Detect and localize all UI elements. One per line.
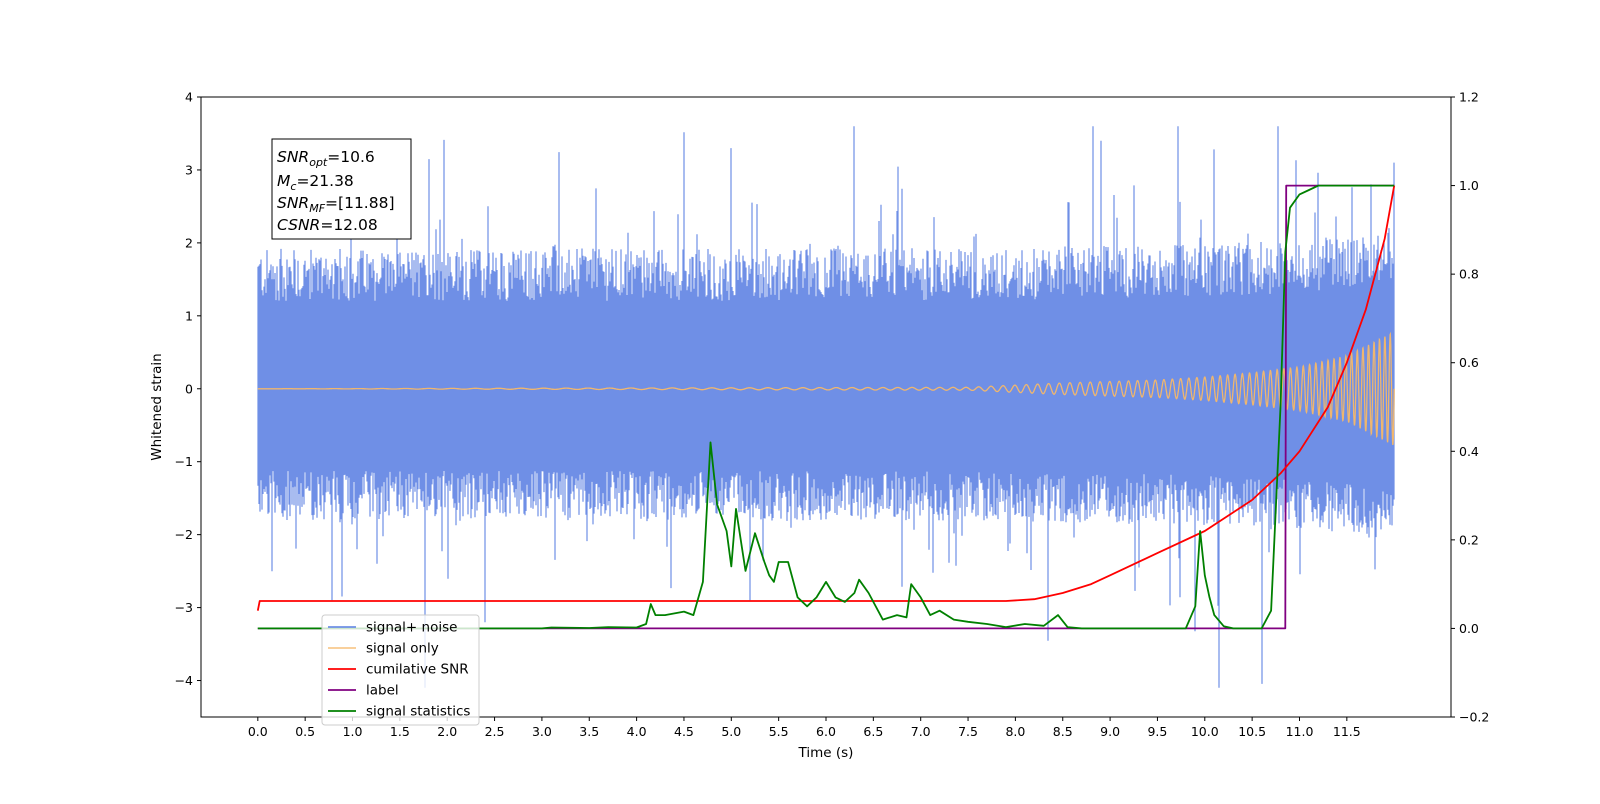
legend-label: cumilative SNR xyxy=(366,662,469,678)
series-signal-statistics xyxy=(257,184,1395,630)
legend-label: signal+ noise xyxy=(366,620,457,636)
y-tick-label: −4 xyxy=(175,673,193,688)
series-signal-noise xyxy=(257,126,1395,688)
x-tick-label: 3.0 xyxy=(532,724,552,739)
x-tick-label: 8.0 xyxy=(1005,724,1025,739)
x-tick-label: 9.0 xyxy=(1100,724,1120,739)
y-tick-label: 1 xyxy=(185,308,193,323)
x-tick-label: 5.5 xyxy=(769,724,789,739)
x-tick-label: 10.5 xyxy=(1238,724,1266,739)
y2-tick-label: 0.2 xyxy=(1459,532,1479,547)
x-tick-label: 7.0 xyxy=(911,724,931,739)
y-tick-label: 3 xyxy=(185,162,193,177)
legend-label: label xyxy=(366,683,399,699)
y2-tick-label: 0.4 xyxy=(1459,444,1479,459)
y-tick-label: −2 xyxy=(175,527,193,542)
x-tick-label: 10.0 xyxy=(1191,724,1219,739)
x-tick-label: 2.5 xyxy=(485,724,505,739)
x-tick-label: 11.5 xyxy=(1333,724,1361,739)
noise-series-group xyxy=(257,126,1395,688)
series-signal-only xyxy=(257,331,1395,446)
y-axis-right: −0.2 0.0 0.2 0.4 0.6 0.8 1.0 1.2 xyxy=(1451,90,1489,725)
y2-tick-label: 0.6 xyxy=(1459,355,1479,370)
y-tick-label: −3 xyxy=(175,600,193,615)
x-axis: 0.0 0.5 1.0 1.5 2.0 2.5 3.0 3.5 4.0 4.5 5.0 5.5 6.0 6… xyxy=(248,717,1361,739)
legend-label: signal statistics xyxy=(366,704,470,720)
info-box: SNRopt=10.6 Mc=21.38 SNRMF=[11.88] CSNR=… xyxy=(271,138,412,240)
signal-only-series-group xyxy=(257,331,1395,446)
x-tick-label: 0.0 xyxy=(248,724,268,739)
right-axis-series-group xyxy=(256,184,1396,630)
info-csnr: CSNR=12.08 xyxy=(277,216,378,234)
y2-tick-label: 0.8 xyxy=(1459,267,1479,282)
x-tick-label: 1.0 xyxy=(343,724,363,739)
x-tick-label: 1.5 xyxy=(390,724,410,739)
y-tick-label: 4 xyxy=(185,90,193,105)
x-tick-label: 3.5 xyxy=(579,724,599,739)
x-tick-label: 4.5 xyxy=(674,724,694,739)
info-snr-mf: SNRMF=[11.88] xyxy=(277,194,395,215)
legend: signal+ noise signal only cumilative SNR la… xyxy=(321,614,480,726)
x-tick-label: 4.0 xyxy=(627,724,647,739)
x-tick-label: 7.5 xyxy=(958,724,978,739)
y-tick-label: 0 xyxy=(185,381,193,396)
y-tick-label: 2 xyxy=(185,235,193,250)
x-tick-label: 6.5 xyxy=(863,724,883,739)
x-tick-label: 8.5 xyxy=(1053,724,1073,739)
y2-tick-label: 1.0 xyxy=(1459,178,1479,193)
legend-frame xyxy=(321,614,480,726)
y-axis-label: Whitened strain xyxy=(149,353,165,460)
legend-label: signal only xyxy=(366,641,439,657)
x-tick-label: 0.5 xyxy=(295,724,315,739)
y2-tick-label: 0.0 xyxy=(1459,621,1479,636)
y2-tick-label: −0.2 xyxy=(1459,710,1489,725)
info-box-frame xyxy=(271,138,412,240)
y2-tick-label: 1.2 xyxy=(1459,90,1479,105)
x-tick-label: 11.0 xyxy=(1286,724,1314,739)
info-snr-opt: SNRopt=10.6 xyxy=(277,148,375,169)
x-tick-label: 5.0 xyxy=(721,724,741,739)
y-axis-left: −4 −3 −2 −1 0 1 2 3 4 xyxy=(175,90,201,688)
x-tick-label: 9.5 xyxy=(1147,724,1167,739)
info-mc: Mc=21.38 xyxy=(277,172,354,193)
x-axis-label: Time (s) xyxy=(798,745,854,761)
y-tick-label: −1 xyxy=(175,454,193,469)
x-tick-label: 6.0 xyxy=(816,724,836,739)
series-cumilative-snr xyxy=(256,185,1396,611)
x-tick-label: 2.0 xyxy=(437,724,457,739)
